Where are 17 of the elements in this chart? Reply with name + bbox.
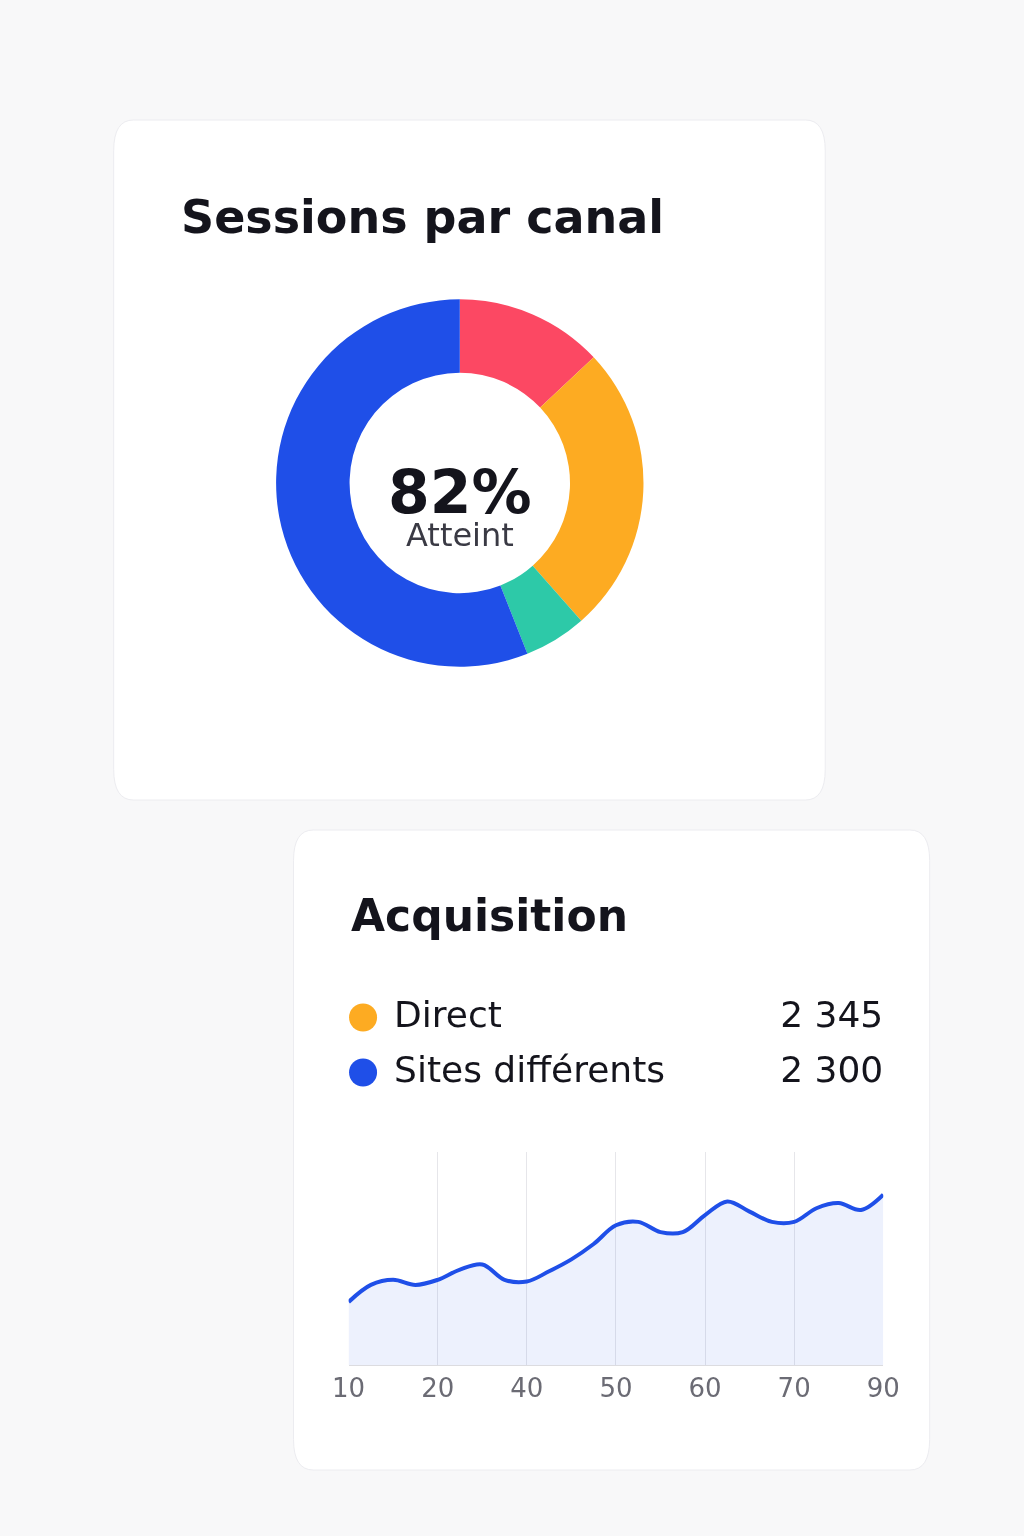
x-tick-label: 50 xyxy=(599,1373,633,1404)
category-label: Sites différents xyxy=(394,1048,666,1090)
x-tick-label: 20 xyxy=(421,1373,455,1404)
chart-title: Sessions par canal xyxy=(181,190,665,244)
x-tick-label: 90 xyxy=(866,1373,900,1404)
x-tick-label: 40 xyxy=(510,1373,544,1404)
text: Acquisition xyxy=(351,890,628,941)
donut-slice xyxy=(500,565,582,654)
x-tick-label: 70 xyxy=(777,1373,811,1404)
data-label: 2 300 xyxy=(780,1048,884,1090)
donut-slice xyxy=(459,299,594,408)
donut-slice xyxy=(532,357,644,621)
x-tick-label: 10 xyxy=(332,1373,366,1404)
x-tick-label: 60 xyxy=(688,1373,722,1404)
donut-slice xyxy=(276,299,528,667)
category-label: Direct xyxy=(394,993,502,1035)
data-label: 2 345 xyxy=(780,993,884,1035)
